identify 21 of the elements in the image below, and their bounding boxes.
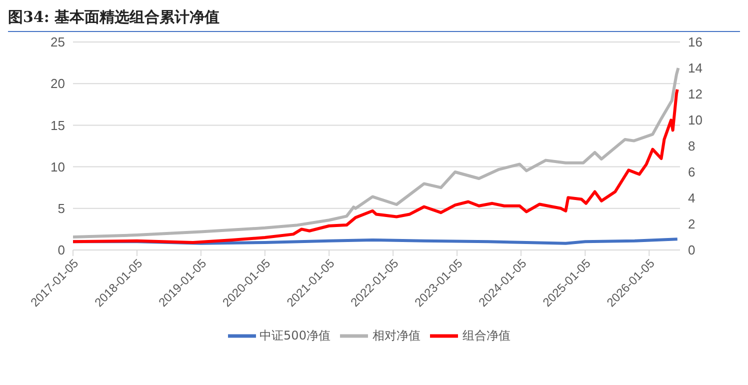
y-tick-label: 10 xyxy=(50,159,65,174)
y2-tick-label: 0 xyxy=(688,242,696,258)
y2-tick-label: 14 xyxy=(688,60,702,76)
y2-tick-label: 12 xyxy=(688,86,702,102)
y-tick-label: 20 xyxy=(50,76,65,92)
y2-tick-label: 8 xyxy=(688,138,696,154)
line-series xyxy=(73,66,680,238)
chart-title: 图34: 基本面精选组合累计净值 xyxy=(8,8,740,32)
y2-tick-label: 4 xyxy=(688,190,696,206)
line-series xyxy=(73,88,679,244)
legend-label: 相对净值 xyxy=(372,328,420,342)
legend-label: 组合净值 xyxy=(462,328,510,342)
y2-tick-label: 2 xyxy=(688,216,696,232)
y2-tick-label: 16 xyxy=(688,34,702,50)
y-tick-label: 5 xyxy=(58,201,65,216)
legend-label: 中证500净值 xyxy=(260,328,330,342)
y2-tick-label: 6 xyxy=(688,164,696,180)
y-tick-label: 0 xyxy=(58,242,65,258)
y-tick-label: 15 xyxy=(50,118,65,133)
y-tick-label: 25 xyxy=(50,34,65,50)
y2-tick-label: 10 xyxy=(688,112,702,128)
